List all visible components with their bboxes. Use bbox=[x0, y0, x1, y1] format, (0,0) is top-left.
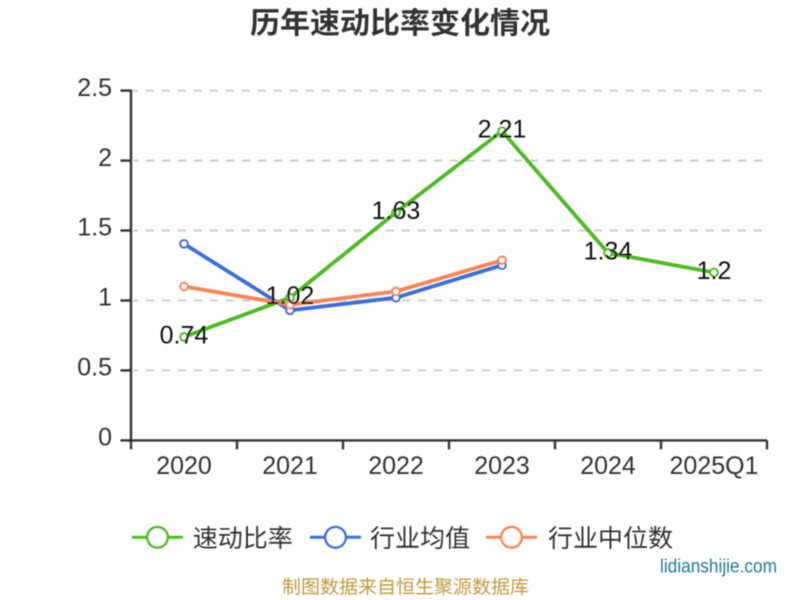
svg-text:1.02: 1.02 bbox=[266, 282, 315, 310]
svg-text:lidianshijie.com: lidianshijie.com bbox=[660, 556, 777, 578]
svg-text:1: 1 bbox=[98, 284, 112, 312]
svg-text:2020: 2020 bbox=[156, 452, 212, 480]
svg-text:1.5: 1.5 bbox=[77, 214, 112, 242]
svg-text:2022: 2022 bbox=[368, 452, 424, 480]
svg-text:2024: 2024 bbox=[580, 452, 636, 480]
svg-text:0.74: 0.74 bbox=[160, 321, 209, 349]
svg-text:1.34: 1.34 bbox=[584, 237, 633, 265]
svg-text:2023: 2023 bbox=[474, 452, 530, 480]
svg-text:0.5: 0.5 bbox=[77, 354, 112, 382]
svg-text:2021: 2021 bbox=[262, 452, 318, 480]
svg-text:2: 2 bbox=[98, 144, 112, 172]
svg-text:1.2: 1.2 bbox=[697, 257, 732, 285]
svg-text:2.5: 2.5 bbox=[77, 74, 112, 102]
svg-text:1.63: 1.63 bbox=[372, 197, 421, 225]
svg-text:2025Q1: 2025Q1 bbox=[670, 452, 759, 480]
svg-text:0: 0 bbox=[98, 424, 112, 452]
svg-text:2.21: 2.21 bbox=[478, 116, 527, 144]
